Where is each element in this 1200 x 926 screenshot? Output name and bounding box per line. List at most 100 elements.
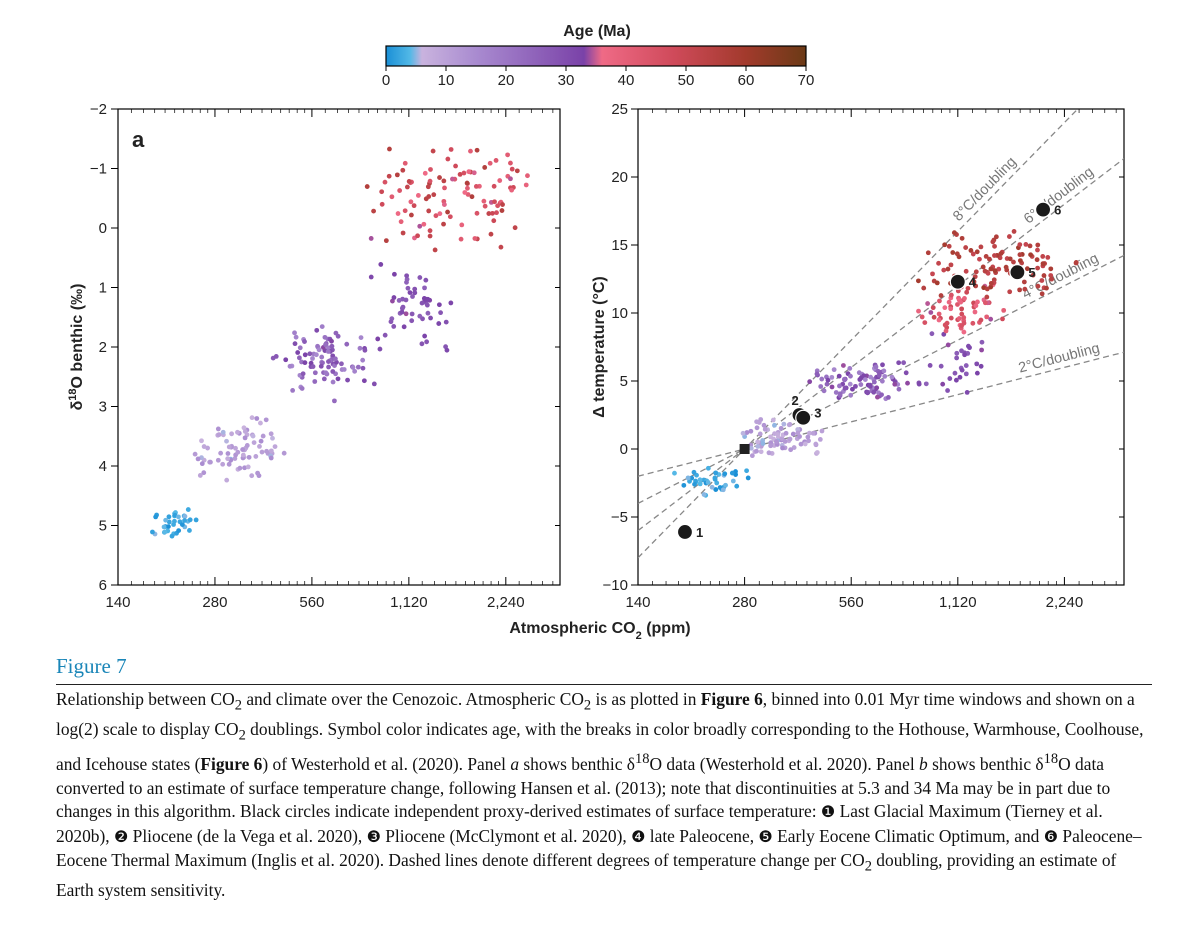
x-axis-label: Atmospheric CO2 (ppm)	[509, 620, 690, 642]
data-point	[1021, 279, 1027, 285]
colorbar-bar	[385, 45, 807, 67]
data-point	[153, 514, 159, 520]
cap-text: Early Eocene Climatic Optimum, and	[772, 825, 1044, 846]
data-point	[977, 256, 982, 262]
data-point	[493, 158, 499, 163]
data-point	[927, 363, 933, 368]
proxy-label-1: 1	[696, 525, 703, 540]
data-point	[469, 194, 475, 200]
data-point	[283, 357, 289, 363]
data-point	[972, 309, 978, 315]
data-point	[237, 465, 243, 471]
data-point	[961, 329, 967, 335]
data-point	[199, 461, 205, 467]
data-point	[993, 234, 999, 240]
data-point	[720, 487, 726, 493]
data-point	[332, 398, 337, 404]
data-point	[201, 444, 207, 449]
data-point	[492, 199, 497, 205]
data-point	[425, 310, 431, 316]
x-tick-label: 2,240	[1046, 594, 1084, 611]
data-point	[235, 449, 241, 455]
y-tick-label: 1	[99, 280, 107, 297]
data-point	[925, 250, 931, 256]
cap-panel-a: a	[510, 753, 520, 774]
ylabel-delta: δ	[69, 400, 86, 410]
proxy-point-3	[795, 409, 812, 426]
data-point	[251, 440, 257, 446]
data-point	[490, 210, 495, 216]
proxy-label-5: 5	[1028, 265, 1035, 280]
cap-text: ) of Westerhold et al. (2020). Panel	[262, 753, 511, 774]
data-point	[172, 518, 177, 524]
data-point	[781, 421, 787, 427]
data-point	[905, 380, 910, 386]
data-point	[447, 214, 453, 220]
data-point	[754, 448, 759, 454]
cap-sup: 18	[1043, 751, 1059, 768]
data-point	[461, 170, 467, 176]
data-point	[406, 179, 412, 184]
data-point	[226, 444, 232, 450]
data-point	[842, 377, 847, 383]
data-point	[783, 430, 789, 436]
data-point	[1017, 242, 1023, 248]
x-tick-label: 140	[105, 594, 130, 611]
data-point	[402, 208, 408, 214]
data-point	[272, 444, 278, 450]
sensitivity-label-8: 8°C/doubling	[950, 154, 1020, 225]
data-point	[459, 222, 465, 228]
data-point	[307, 351, 313, 357]
data-point	[730, 478, 736, 484]
data-point	[335, 333, 341, 339]
data-point	[782, 439, 788, 444]
data-point	[936, 317, 942, 323]
data-point	[312, 379, 318, 384]
data-point	[963, 363, 969, 368]
cap-sub: 2	[864, 858, 872, 875]
data-point	[433, 213, 439, 219]
xlabel-main: Atmospheric CO	[509, 620, 635, 637]
data-point	[802, 441, 808, 447]
figure-6-reference[interactable]: Figure 6	[700, 689, 763, 709]
data-point	[193, 517, 199, 523]
data-point	[697, 477, 703, 483]
data-point	[398, 219, 404, 225]
data-point	[744, 430, 750, 435]
data-point	[281, 450, 287, 456]
data-point	[399, 309, 405, 315]
figure-6-reference[interactable]: Figure 6	[200, 753, 263, 774]
data-point	[254, 416, 260, 421]
data-point	[882, 373, 888, 379]
data-point	[246, 454, 252, 460]
data-point	[980, 264, 986, 270]
y-tick-label: 4	[99, 458, 107, 475]
data-point	[161, 524, 167, 530]
data-point	[313, 352, 319, 358]
circled-6-icon: ❻	[1043, 828, 1059, 846]
data-point	[326, 364, 331, 370]
colorbar-tick-label: 50	[678, 72, 695, 89]
data-point	[404, 273, 410, 279]
data-point	[450, 176, 455, 182]
data-point	[992, 268, 998, 274]
circled-1-icon: ❶	[820, 804, 836, 822]
data-point	[273, 353, 279, 359]
data-point	[984, 294, 990, 300]
data-point	[970, 251, 976, 257]
data-point	[466, 169, 472, 175]
data-point	[405, 285, 411, 291]
cap-text: Last Glacial Maximum (Tierney et al. 202…	[56, 801, 1103, 846]
data-point	[162, 529, 168, 535]
data-point	[842, 385, 848, 391]
data-point	[500, 202, 505, 207]
data-point	[437, 175, 442, 180]
data-point	[409, 318, 415, 324]
data-point	[290, 387, 296, 393]
data-point	[972, 274, 978, 280]
data-point	[1011, 259, 1016, 265]
data-point	[766, 450, 772, 456]
data-point	[166, 514, 172, 520]
data-point	[876, 370, 882, 376]
data-point	[379, 189, 385, 195]
